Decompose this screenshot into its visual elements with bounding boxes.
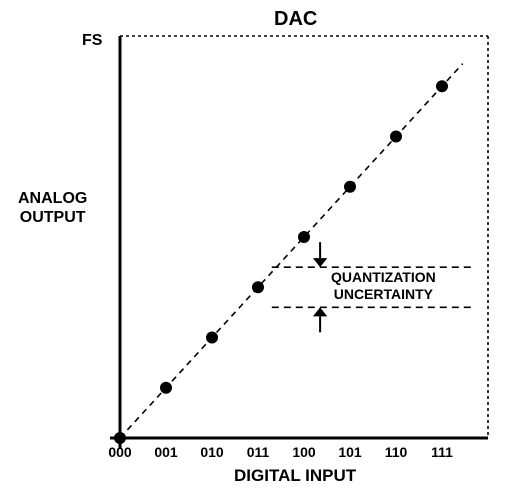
x-tick-label: 111 xyxy=(422,444,462,460)
chart-container: DAC FS ANALOG OUTPUT DIGITAL INPUT QUANT… xyxy=(0,0,524,502)
x-tick-label: 001 xyxy=(146,444,186,460)
x-tick-label: 110 xyxy=(376,444,416,460)
x-tick-label: 010 xyxy=(192,444,232,460)
x-tick-label: 100 xyxy=(284,444,324,460)
x-tick-label: 011 xyxy=(238,444,278,460)
chart-svg xyxy=(0,0,524,502)
x-tick-label: 000 xyxy=(100,444,140,460)
x-tick-label: 101 xyxy=(330,444,370,460)
